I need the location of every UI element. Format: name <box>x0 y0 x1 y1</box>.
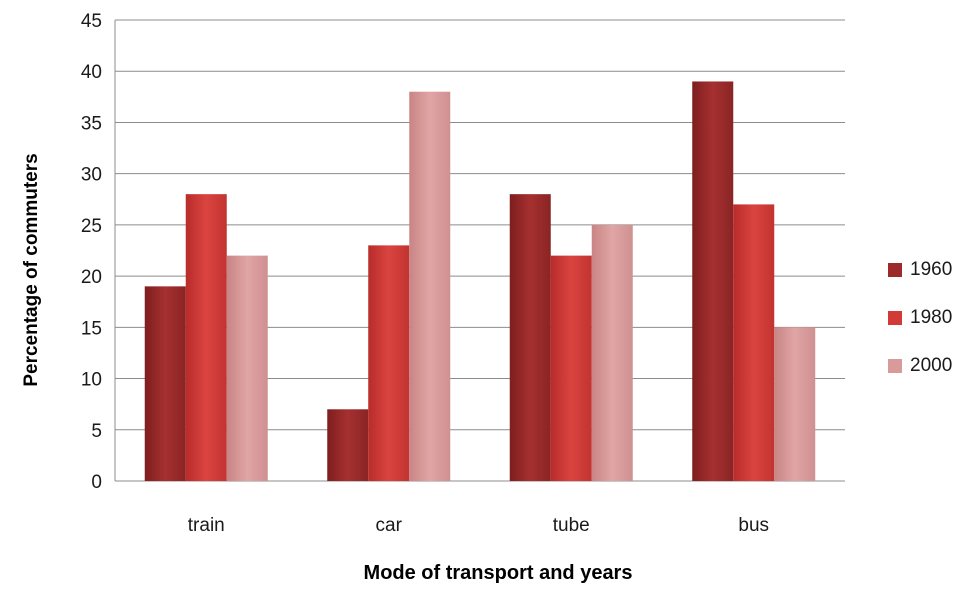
y-tick-label: 35 <box>81 113 102 134</box>
x-axis-title: Mode of transport and years <box>364 562 633 584</box>
bars <box>144 81 816 481</box>
legend-swatch-2000 <box>888 359 902 373</box>
legend-swatch-1960 <box>888 263 902 277</box>
bar-car-1960 <box>327 409 369 481</box>
y-tick-label: 25 <box>81 216 102 237</box>
bar-train-1980 <box>185 194 227 481</box>
y-tick-labels: 0 5 10 15 20 25 30 35 40 45 <box>81 11 102 493</box>
y-tick-label: 20 <box>81 267 102 288</box>
y-tick-label: 45 <box>81 11 102 32</box>
legend-item-2000: 2000 <box>888 342 980 390</box>
x-tick-label-car: car <box>376 515 403 536</box>
legend-label-1960: 1960 <box>910 259 953 280</box>
x-tick-label-bus: bus <box>738 515 769 536</box>
bar-tube-1960 <box>509 194 551 481</box>
bar-car-2000 <box>409 91 451 481</box>
y-tick-label: 30 <box>81 165 102 186</box>
bar-train-1960 <box>144 286 186 481</box>
legend: 1960 1980 2000 <box>888 246 980 390</box>
x-tick-label-tube: tube <box>553 515 590 536</box>
y-tick-label: 10 <box>81 370 102 391</box>
y-axis-title: Percentage of commuters <box>21 153 42 386</box>
legend-item-1980: 1980 <box>888 294 980 342</box>
y-tick-label: 40 <box>81 62 102 83</box>
y-tick-label: 15 <box>81 318 102 339</box>
x-tick-labels: train car tube bus <box>188 515 769 536</box>
bar-tube-2000 <box>591 224 633 481</box>
bar-car-1980 <box>368 245 410 481</box>
bar-train-2000 <box>226 255 268 481</box>
bar-tube-1980 <box>550 255 592 481</box>
bar-bus-2000 <box>774 327 816 481</box>
legend-label-2000: 2000 <box>910 355 953 376</box>
y-tick-label: 0 <box>91 472 102 493</box>
bar-bus-1980 <box>733 204 775 481</box>
legend-label-1980: 1980 <box>910 307 953 328</box>
legend-item-1960: 1960 <box>888 246 980 294</box>
bar-bus-1960 <box>692 81 734 481</box>
legend-swatch-1980 <box>888 311 902 325</box>
y-tick-label: 5 <box>91 421 102 442</box>
x-tick-label-train: train <box>188 515 225 536</box>
